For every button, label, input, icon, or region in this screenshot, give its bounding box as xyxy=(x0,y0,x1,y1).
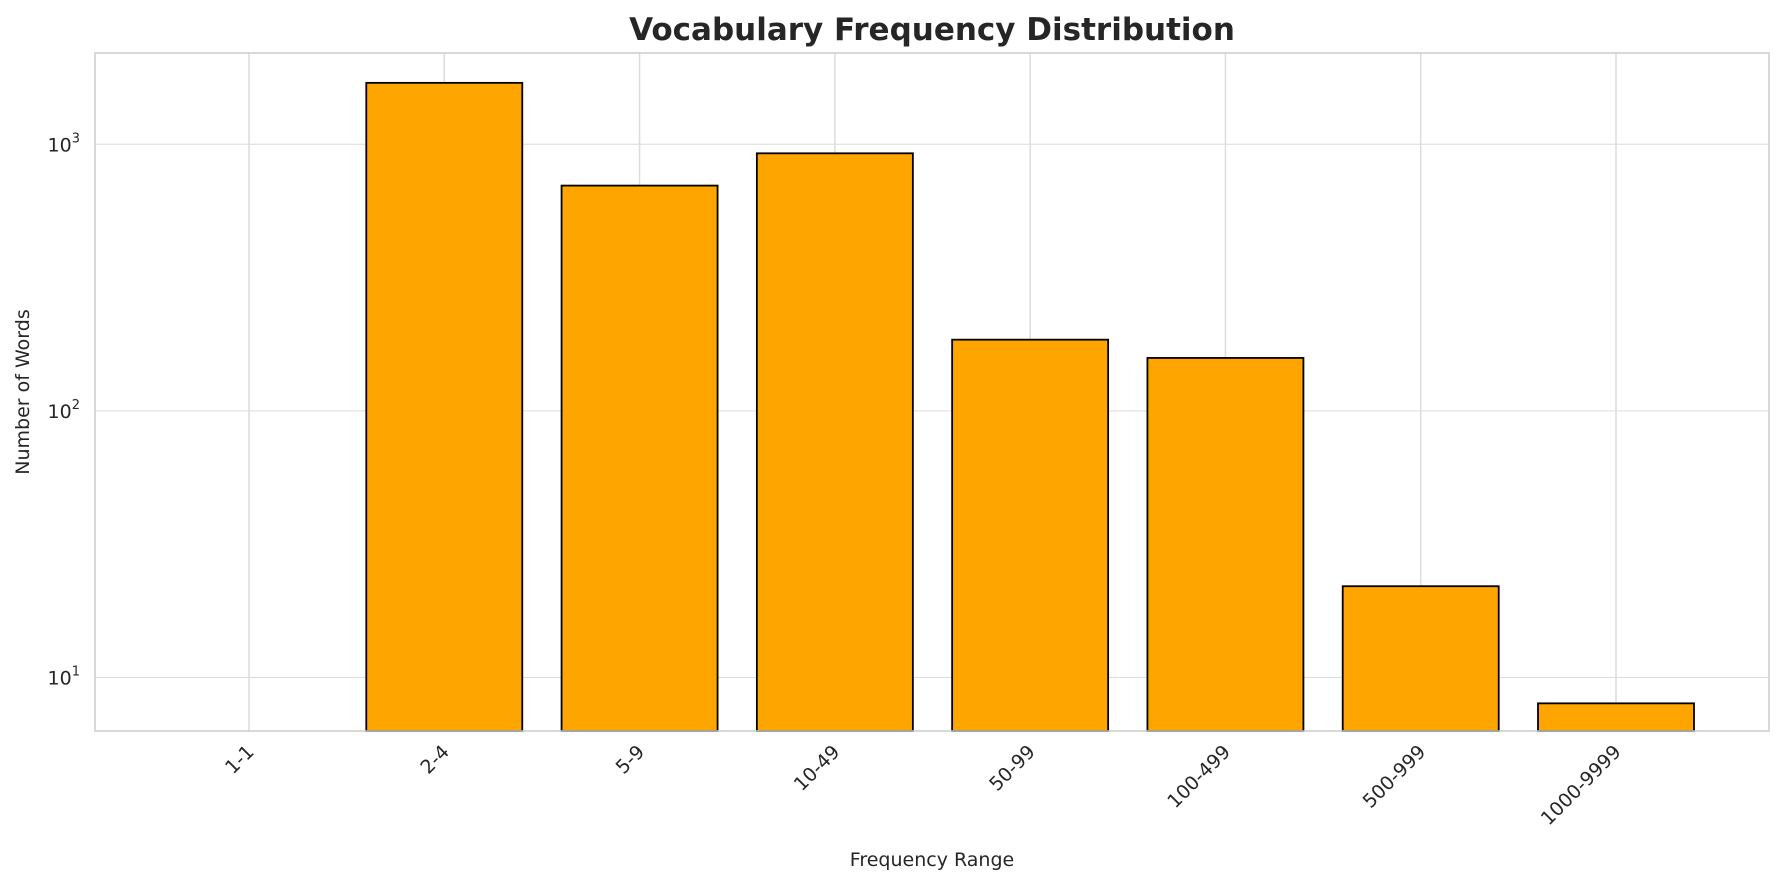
y-tick-label: 103 xyxy=(48,131,80,156)
plot-frame xyxy=(94,52,1770,732)
bar-500-999 xyxy=(1341,585,1500,732)
bar-2-4 xyxy=(365,81,524,732)
bar-100-499 xyxy=(1146,357,1305,732)
y-tick-label: 102 xyxy=(48,398,80,423)
bars-group xyxy=(365,81,1695,732)
bar-10-49 xyxy=(755,152,914,732)
chart-title: Vocabulary Frequency Distribution xyxy=(629,12,1235,48)
x-axis-label: Frequency Range xyxy=(850,849,1014,871)
y-axis-ticks: 101 102 103 xyxy=(48,131,80,689)
bar-1000-9999 xyxy=(1537,702,1695,732)
y-tick-label: 101 xyxy=(48,665,80,690)
bar-50-99 xyxy=(951,338,1110,732)
y-axis-label: Number of Words xyxy=(12,309,34,474)
bar-5-9 xyxy=(560,184,719,732)
